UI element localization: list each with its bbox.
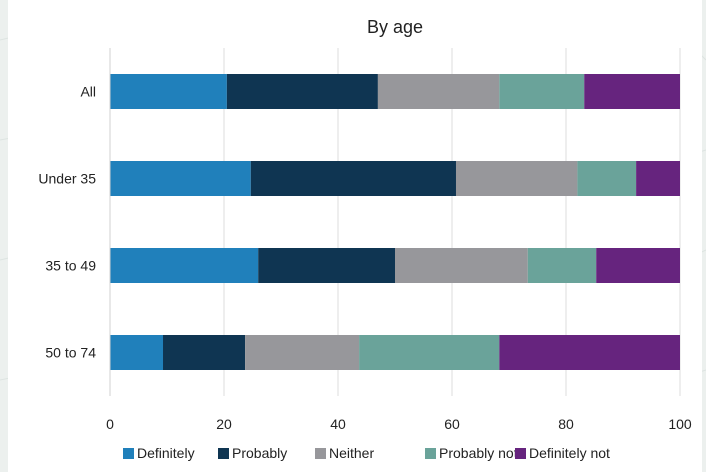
legend-swatch [425, 448, 436, 459]
legend: Definitely Probably Neither Probably not Def… [123, 445, 610, 461]
bar-segment [110, 335, 164, 370]
legend-swatch [315, 448, 326, 459]
category-label: All [80, 84, 96, 100]
bar-segment [636, 161, 680, 196]
bar-segment [577, 161, 637, 196]
x-tick-label: 60 [444, 416, 460, 432]
legend-swatch [123, 448, 134, 459]
bar-segment [499, 74, 585, 109]
legend-label: Probably not [439, 445, 518, 461]
bar-segment [359, 335, 500, 370]
bar-segment [250, 161, 456, 196]
bar-segment [110, 161, 251, 196]
legend-label: Definitely [137, 445, 195, 461]
bar-segment [596, 248, 680, 283]
bar-segment [110, 74, 227, 109]
category-label: Under 35 [38, 171, 96, 187]
bar-segment [110, 248, 259, 283]
legend-swatch [515, 448, 526, 459]
bar-segment [527, 248, 597, 283]
bar-segment [226, 74, 378, 109]
bar-segment [258, 248, 395, 283]
x-tick-label: 0 [106, 416, 114, 432]
bar-segment [245, 335, 360, 370]
legend-label: Neither [329, 445, 374, 461]
bar-segment [499, 335, 680, 370]
x-tick-labels: 0 20 40 60 80 100 [106, 416, 692, 432]
x-tick-label: 80 [558, 416, 574, 432]
x-tick-label: 40 [330, 416, 346, 432]
bar-segment [584, 74, 680, 109]
bars [110, 74, 680, 370]
category-label: 35 to 49 [45, 258, 96, 274]
bar-segment [455, 161, 578, 196]
category-labels: All Under 35 35 to 49 50 to 74 [38, 84, 96, 361]
bar-segment [377, 74, 500, 109]
legend-swatch [218, 448, 229, 459]
x-tick-label: 100 [668, 416, 692, 432]
chart-title: By age [367, 17, 423, 37]
legend-label: Probably [232, 445, 287, 461]
bar-segment [395, 248, 528, 283]
category-label: 50 to 74 [45, 345, 96, 361]
legend-label: Definitely not [529, 445, 610, 461]
bar-segment [163, 335, 246, 370]
x-tick-label: 20 [216, 416, 232, 432]
